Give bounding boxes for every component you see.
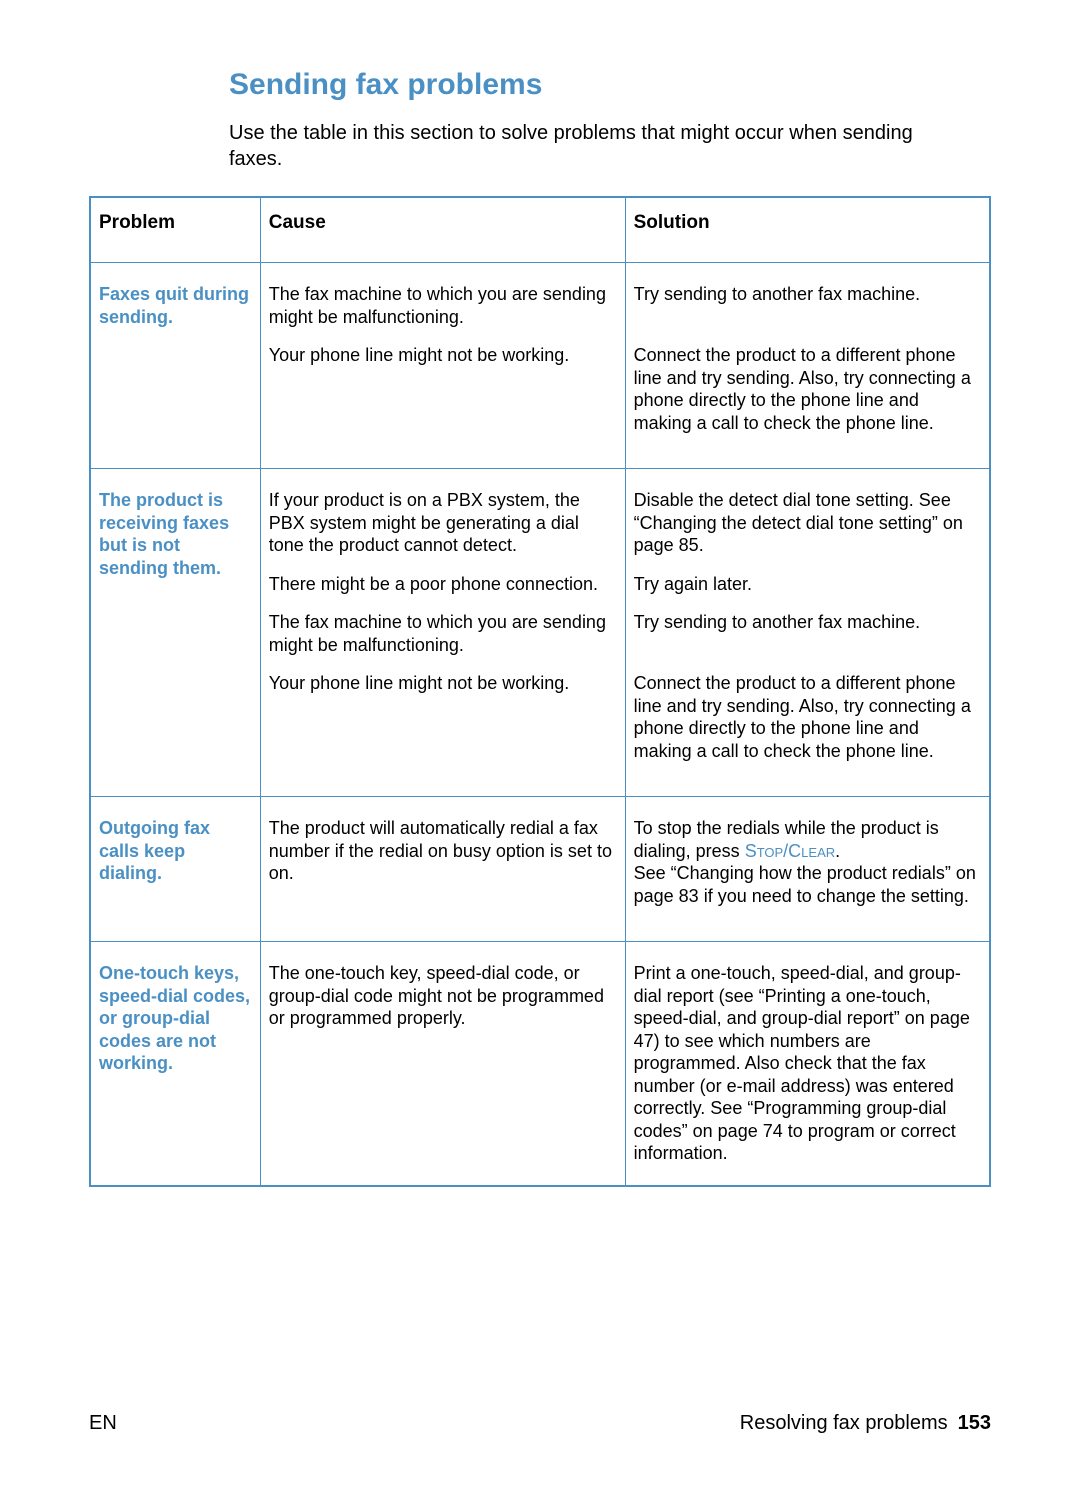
- table-header-row: Problem Cause Solution: [90, 197, 990, 263]
- table-row: The product is receiving faxes but is no…: [90, 469, 990, 565]
- footer-right: Resolving fax problems 153: [740, 1412, 991, 1435]
- footer-left-label: EN: [89, 1412, 117, 1435]
- solution-cell: Print a one-touch, speed-dial, and group…: [625, 942, 990, 1186]
- solution-cell: Try sending to another fax machine.: [625, 263, 990, 337]
- stop-clear-label: Stop/Clear: [745, 841, 835, 861]
- footer-section-title: Resolving fax problems: [740, 1412, 948, 1435]
- table-row: Faxes quit during sending. The fax machi…: [90, 263, 990, 337]
- cause-cell: Your phone line might not be working.: [260, 664, 625, 797]
- problem-cell: Faxes quit during sending.: [90, 263, 260, 469]
- col-header-problem: Problem: [90, 197, 260, 263]
- solution-cell: Connect the product to a different phone…: [625, 664, 990, 797]
- troubleshooting-table: Problem Cause Solution Faxes quit during…: [89, 196, 991, 1187]
- cause-cell: If your product is on a PBX system, the …: [260, 469, 625, 565]
- table-row: One-touch keys, speed-dial codes, or gro…: [90, 942, 990, 1186]
- cause-cell: There might be a poor phone connection.: [260, 565, 625, 604]
- solution-cell: Disable the detect dial tone setting. Se…: [625, 469, 990, 565]
- solution-cell: To stop the redials while the product is…: [625, 797, 990, 942]
- page-footer: EN Resolving fax problems 153: [89, 1412, 991, 1435]
- cause-cell: The one-touch key, speed-dial code, or g…: [260, 942, 625, 1186]
- problem-cell: The product is receiving faxes but is no…: [90, 469, 260, 797]
- cause-cell: The fax machine to which you are sending…: [260, 603, 625, 664]
- cause-cell: The product will automatically redial a …: [260, 797, 625, 942]
- col-header-solution: Solution: [625, 197, 990, 263]
- section-heading: Sending fax problems: [229, 68, 991, 102]
- intro-paragraph: Use the table in this section to solve p…: [229, 120, 929, 172]
- solution-cell: Try sending to another fax machine.: [625, 603, 990, 664]
- problem-cell: Outgoing fax calls keep dialing.: [90, 797, 260, 942]
- solution-cell: Try again later.: [625, 565, 990, 604]
- document-page: Sending fax problems Use the table in th…: [0, 0, 1080, 1495]
- page-number: 153: [958, 1412, 991, 1435]
- table-row: Outgoing fax calls keep dialing. The pro…: [90, 797, 990, 942]
- cause-cell: Your phone line might not be working.: [260, 336, 625, 469]
- problem-cell: One-touch keys, speed-dial codes, or gro…: [90, 942, 260, 1186]
- cause-cell: The fax machine to which you are sending…: [260, 263, 625, 337]
- col-header-cause: Cause: [260, 197, 625, 263]
- solution-cell: Connect the product to a different phone…: [625, 336, 990, 469]
